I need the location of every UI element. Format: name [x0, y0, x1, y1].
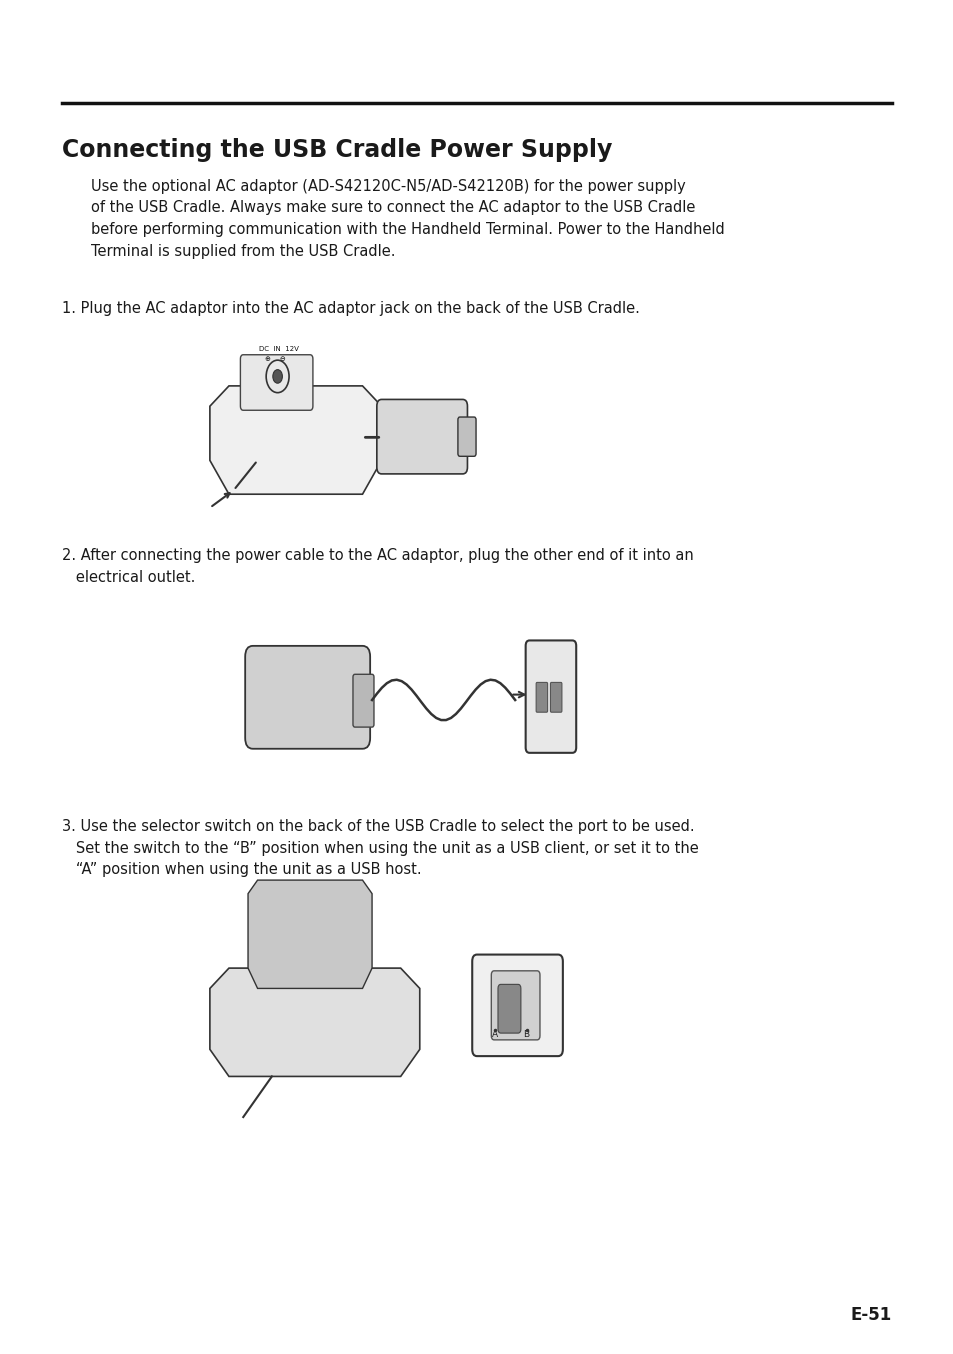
Polygon shape [210, 386, 381, 494]
Text: DC  IN  12V: DC IN 12V [259, 347, 299, 352]
FancyBboxPatch shape [457, 417, 476, 456]
FancyBboxPatch shape [472, 955, 562, 1056]
Text: A: A [492, 1029, 497, 1039]
Text: ⊕    ⊖: ⊕ ⊖ [265, 356, 286, 362]
Polygon shape [210, 968, 419, 1076]
Text: Use the optional AC adaptor (AD-S42120C-N5/AD-S42120B) for the power supply
of t: Use the optional AC adaptor (AD-S42120C-… [91, 179, 723, 259]
FancyBboxPatch shape [376, 399, 467, 474]
Circle shape [273, 370, 282, 383]
FancyBboxPatch shape [550, 682, 561, 712]
FancyBboxPatch shape [240, 355, 313, 410]
FancyBboxPatch shape [491, 971, 539, 1040]
FancyBboxPatch shape [245, 646, 370, 749]
Text: Connecting the USB Cradle Power Supply: Connecting the USB Cradle Power Supply [62, 138, 612, 162]
Text: 2. After connecting the power cable to the AC adaptor, plug the other end of it : 2. After connecting the power cable to t… [62, 548, 693, 585]
Circle shape [266, 360, 289, 393]
Text: E-51: E-51 [850, 1307, 891, 1324]
Text: B: B [522, 1029, 528, 1039]
FancyBboxPatch shape [525, 640, 576, 753]
FancyBboxPatch shape [536, 682, 547, 712]
FancyBboxPatch shape [497, 984, 520, 1033]
Text: 3. Use the selector switch on the back of the USB Cradle to select the port to b: 3. Use the selector switch on the back o… [62, 819, 698, 877]
Polygon shape [248, 880, 372, 988]
FancyBboxPatch shape [353, 674, 374, 727]
Text: 1. Plug the AC adaptor into the AC adaptor jack on the back of the USB Cradle.: 1. Plug the AC adaptor into the AC adapt… [62, 301, 639, 315]
